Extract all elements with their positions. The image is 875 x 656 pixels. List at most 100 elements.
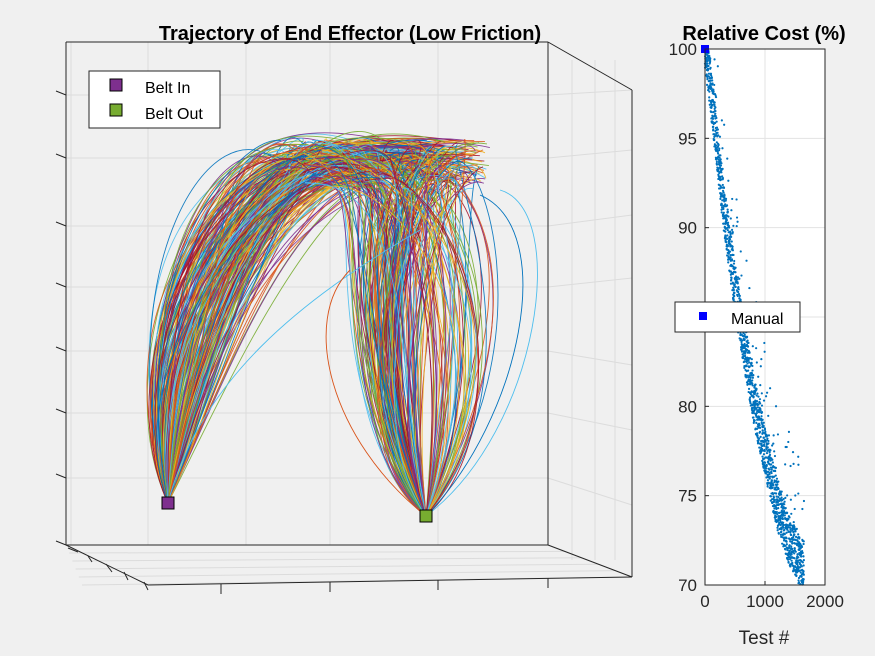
cost-xlabel: Test # <box>739 628 790 649</box>
cost-point <box>799 543 802 546</box>
cost-point <box>769 387 772 390</box>
y-tick-label: 80 <box>678 397 697 416</box>
cost-point <box>764 395 768 398</box>
trajectory-belt-in <box>167 160 489 504</box>
tick-mark <box>105 563 113 573</box>
cost-point <box>726 244 730 248</box>
cost-point <box>721 167 724 170</box>
cost-point <box>716 128 720 131</box>
cost-point <box>792 520 795 524</box>
cost-point <box>776 519 780 522</box>
trajectory-belt-out <box>334 149 427 517</box>
trajectory-belt-out <box>368 147 486 517</box>
cost-point <box>710 76 714 79</box>
trajectory-axes: Trajectory of End Effector (Low Friction… <box>55 23 633 594</box>
trajectory-belt-out <box>351 177 427 517</box>
cost-point <box>772 434 775 437</box>
cost-point <box>763 443 766 446</box>
cost-point <box>782 526 785 529</box>
y-tick-label: 90 <box>678 219 697 238</box>
cost-point <box>770 471 773 475</box>
cost-point <box>707 75 711 78</box>
x-tick-label: 1000 <box>746 592 784 611</box>
cost-point <box>712 125 715 128</box>
cost-point <box>783 500 786 503</box>
trajectory-belt-out <box>378 151 431 517</box>
tick-mark <box>55 153 67 159</box>
cost-point <box>763 350 766 353</box>
cost-point <box>775 507 778 511</box>
cost-point <box>714 115 717 118</box>
cost-point <box>783 528 786 532</box>
cost-point <box>780 505 783 509</box>
cost-point <box>785 543 788 546</box>
cost-point <box>760 358 763 361</box>
cost-point <box>800 545 804 549</box>
tick-mark <box>55 282 67 288</box>
cost-point <box>750 362 753 365</box>
cost-point <box>761 455 764 458</box>
marker-belt-in <box>161 496 175 510</box>
cost-point <box>706 62 709 65</box>
cost-point <box>771 461 774 464</box>
cost-point <box>758 430 762 433</box>
cost-point <box>731 272 735 276</box>
cost-point <box>715 144 718 147</box>
trajectory-belt-out <box>399 161 428 517</box>
cost-point <box>734 266 737 269</box>
cost-point <box>762 424 765 428</box>
tick-mark <box>123 571 129 581</box>
trajectory-belt-out <box>425 161 499 517</box>
tick-mark <box>67 547 79 553</box>
cost-point <box>739 250 742 253</box>
cost-point <box>707 64 710 68</box>
cost-point <box>751 369 754 372</box>
cost-point <box>790 559 793 562</box>
trajectory-belt-out <box>305 182 427 517</box>
cost-point <box>756 406 759 409</box>
trajectory-belt-out <box>324 185 460 517</box>
cost-point <box>745 365 748 368</box>
cost-point <box>782 521 785 524</box>
cost-point <box>775 515 778 518</box>
cost-point <box>709 66 712 69</box>
cost-point <box>715 163 719 166</box>
grid-line <box>547 89 633 96</box>
cost-point <box>802 559 805 562</box>
cost-point <box>753 419 756 422</box>
cost-point <box>737 292 741 296</box>
cost-point <box>751 382 754 385</box>
cost-point <box>800 565 803 568</box>
trajectory-belt-out <box>310 168 427 517</box>
cost-point <box>770 463 773 466</box>
cost-point <box>760 443 763 446</box>
legend-label-belt-out: Belt Out <box>145 106 203 123</box>
tick-mark <box>87 555 93 563</box>
cost-point <box>797 559 800 562</box>
cost-point <box>716 152 720 155</box>
cost-point <box>744 352 747 355</box>
cost-point <box>766 446 769 449</box>
cost-point <box>751 379 754 382</box>
cost-point <box>726 234 729 237</box>
grid-line <box>547 412 633 431</box>
cost-point <box>762 453 766 456</box>
cost-point <box>773 507 776 510</box>
cost-point <box>748 365 751 368</box>
trajectory-belt-in <box>167 142 455 504</box>
cost-point <box>788 546 791 549</box>
trajectory-belt-out <box>304 182 456 517</box>
cost-point <box>712 90 715 93</box>
cost-point <box>708 103 711 106</box>
cost-point <box>734 285 737 289</box>
cost-point <box>794 550 797 553</box>
cost-point <box>732 262 736 265</box>
cost-point <box>715 126 719 129</box>
trajectory-belt-out <box>425 178 461 517</box>
y-tick-label: 95 <box>678 129 697 148</box>
cost-point <box>755 361 758 364</box>
cost-point <box>732 288 735 291</box>
cost-point <box>717 143 720 147</box>
cost-point <box>754 383 757 386</box>
cost-point <box>791 542 794 545</box>
